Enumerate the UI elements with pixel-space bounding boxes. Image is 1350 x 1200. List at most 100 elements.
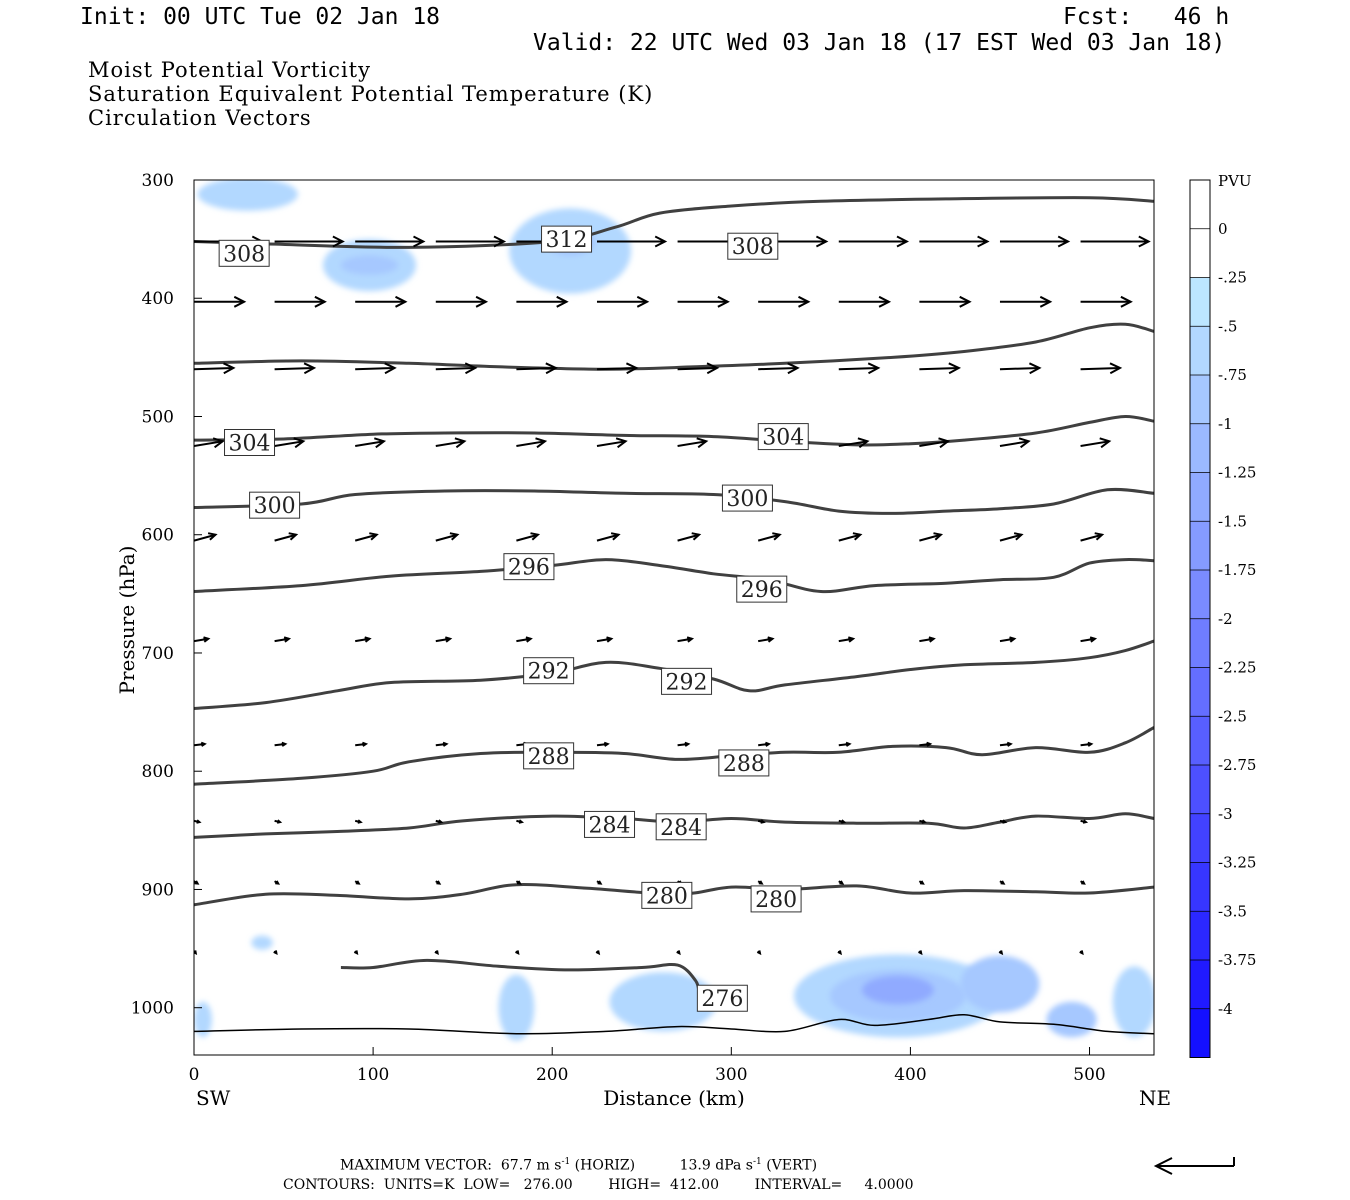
vector-arrowhead-icon <box>760 819 766 824</box>
vector-arrowhead-icon <box>597 880 603 885</box>
colorbar-swatch <box>1190 326 1210 375</box>
vector-arrowhead-icon <box>413 235 426 248</box>
horiz-value: 67.7 m s <box>500 1157 562 1174</box>
colorbar-label: -1 <box>1218 415 1233 433</box>
contour-label-box <box>757 423 809 451</box>
contour-label: 284 <box>589 813 631 838</box>
vector-arrowhead-icon <box>756 950 762 956</box>
vector-arrowhead-icon <box>223 362 236 375</box>
theta-contour-308 <box>194 322 1154 371</box>
vector-shaft <box>919 367 959 371</box>
vector-arrowhead-icon <box>848 636 856 643</box>
vector-arrowhead-icon <box>454 437 467 449</box>
contour-labels: 312 308 308 304 304 300 300 296 296 292 292 288 288 2… <box>218 225 809 1012</box>
vector-arrowhead-icon <box>1028 362 1042 375</box>
contour-label: 292 <box>528 660 570 685</box>
vector-arrowhead-icon <box>837 950 842 956</box>
vector-arrowhead-icon <box>449 532 460 541</box>
theta-contour-296 <box>194 558 1154 594</box>
max-vector-label: MAXIMUM VECTOR: <box>340 1157 492 1174</box>
vector-shaft <box>435 367 476 371</box>
vert-value: 13.9 dPa s <box>679 1157 753 1174</box>
contour-label: 280 <box>755 888 797 913</box>
colorbar-swatch <box>1190 277 1210 327</box>
vector-shaft <box>516 367 556 371</box>
colorbar-swatch <box>1190 472 1210 522</box>
vector-arrowhead-icon <box>200 741 207 747</box>
contour-label-box <box>523 657 575 685</box>
mpv-shade <box>498 974 535 1041</box>
colorbar-frame <box>1189 179 1211 1058</box>
vector-shaft <box>274 533 297 542</box>
theta-contour-288 <box>194 726 1154 786</box>
contour-label: 288 <box>528 745 570 770</box>
vector-arrowhead-icon <box>332 235 345 248</box>
vector-arrowhead-icon <box>938 437 951 449</box>
theta-contour-280 <box>194 883 1154 907</box>
vector-arrowhead-icon <box>654 235 668 248</box>
vector-arrowhead-icon <box>1006 741 1013 747</box>
mpv-shade <box>609 972 717 1032</box>
colorbar-swatch <box>1190 618 1210 668</box>
vector-shaft <box>596 440 626 448</box>
y-axis-label: Pressure (hPa) <box>115 546 139 695</box>
colorbar-label: -.75 <box>1218 366 1247 384</box>
vector-arrowhead-icon <box>545 362 559 375</box>
y-tick-label: 800 <box>142 762 174 782</box>
x-tick-label: 400 <box>894 1065 926 1085</box>
y-tick-label: 400 <box>142 289 174 309</box>
contour-label: 296 <box>741 578 783 603</box>
vector-arrowhead-icon <box>233 295 247 308</box>
vector-arrowhead-icon <box>857 437 870 449</box>
vector-shaft <box>194 533 216 542</box>
contours-info: CONTOURS: UNITS=K LOW= 276.00 HIGH= 412.… <box>283 1177 914 1193</box>
vector-arrowhead-icon <box>1000 880 1006 885</box>
contour-label: 296 <box>508 556 550 581</box>
colorbar-swatch <box>1190 911 1210 960</box>
vector-arrowhead-icon <box>493 235 507 248</box>
vector-arrowhead-icon <box>1039 295 1053 308</box>
contour-label: 280 <box>646 884 688 909</box>
colorbar-label: -.5 <box>1218 317 1237 335</box>
colorbar-label: -.25 <box>1218 269 1247 287</box>
vector-arrowhead-icon <box>281 741 288 747</box>
vector-arrowhead-icon <box>1109 362 1123 375</box>
y-tick-label: 600 <box>142 526 174 546</box>
vector-shaft <box>274 367 315 371</box>
contour-label-box <box>224 429 276 456</box>
contour-label-box <box>696 984 748 1012</box>
vert-tag: (VERT) <box>766 1157 818 1174</box>
vector-arrowhead-icon <box>815 235 829 248</box>
vector-shaft <box>355 440 385 448</box>
vector-arrowhead-icon <box>314 295 327 308</box>
vector-shaft <box>1080 367 1121 371</box>
colorbar-swatch <box>1190 228 1210 278</box>
y-tick-label: 1000 <box>131 999 174 1019</box>
vector-shaft <box>838 637 854 643</box>
vector-arrowhead-icon <box>434 950 439 956</box>
colorbar-swatch <box>1190 960 1210 1009</box>
contour-label: 308 <box>732 235 774 260</box>
vector-shaft <box>919 637 934 643</box>
vector-arrowhead-icon <box>464 362 478 375</box>
horiz-tag: (HORIZ) <box>574 1157 636 1174</box>
vector-shaft <box>435 637 451 643</box>
vector-shaft <box>354 533 377 542</box>
plot-frame <box>193 179 1155 1056</box>
vector-shaft <box>677 440 707 448</box>
contour-label-box <box>721 484 773 512</box>
vector-arrowhead-icon <box>442 741 449 747</box>
init-time: Init: 00 UTC Tue 02 Jan 18 <box>80 4 441 30</box>
colorbar-label: -2.5 <box>1218 707 1247 725</box>
y-tick-label: 500 <box>142 407 174 427</box>
colorbar-label: -1.5 <box>1218 512 1247 530</box>
vector-arrowhead-icon <box>362 741 369 747</box>
contour-label: 308 <box>223 242 265 267</box>
colorbar: PVU 0 -.25 -.5 -.75 -1 -1.25 -1.5 -1.75 -2 -2.25 -2… <box>1189 172 1256 1058</box>
vector-arrowhead-icon <box>276 819 283 824</box>
vector-arrowhead-icon <box>1009 636 1017 643</box>
vector-arrowhead-icon <box>691 532 702 541</box>
vector-arrowhead-icon <box>767 636 775 643</box>
vector-arrowhead-icon <box>606 636 614 643</box>
contour-label-box <box>641 881 693 909</box>
